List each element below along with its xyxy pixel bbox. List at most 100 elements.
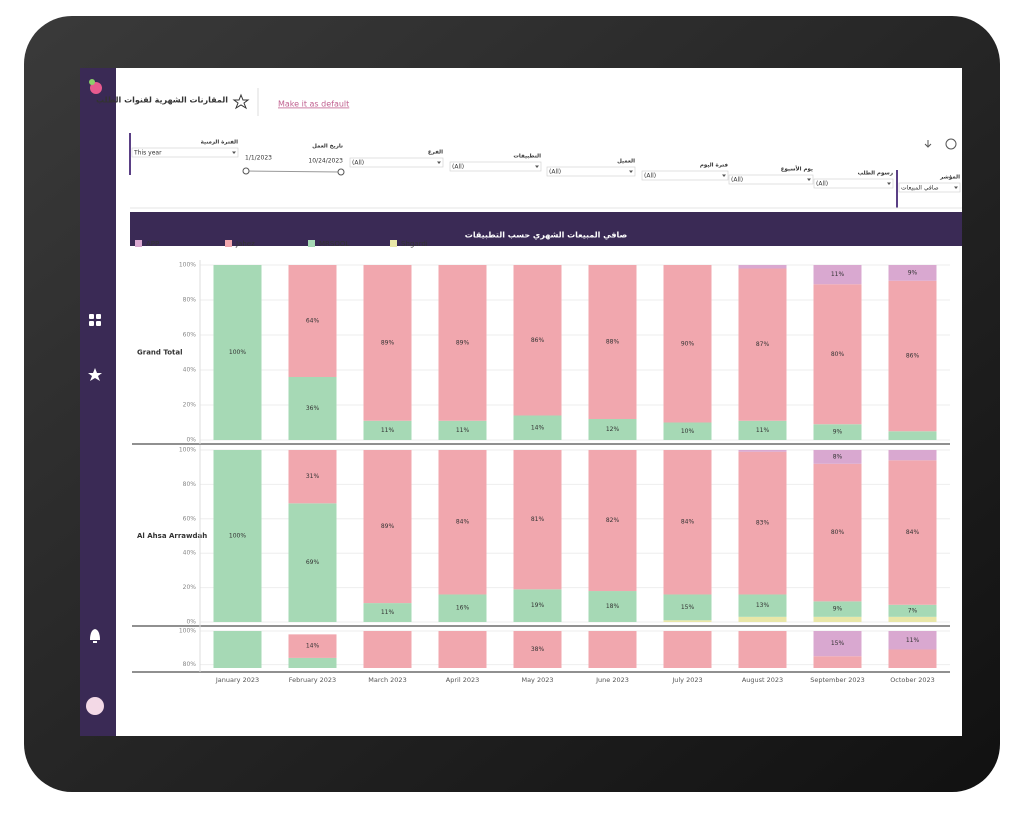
logo-leaf [89, 79, 95, 85]
logo [90, 82, 102, 94]
data-label: 11% [831, 271, 845, 278]
bar-segment [663, 631, 712, 668]
x-tick-label: September 2023 [810, 676, 865, 684]
filter-dropdown[interactable] [449, 161, 542, 172]
download-button[interactable] [924, 140, 932, 148]
bar-segment [588, 265, 637, 419]
default-link[interactable]: Make it as default [278, 100, 349, 109]
notifications-icon[interactable] [90, 629, 100, 643]
bar-segment [888, 649, 937, 668]
y-tick-label: 100% [179, 628, 196, 635]
panel-label: Al Ahsa Arrawdah [137, 532, 207, 540]
avatar[interactable] [86, 697, 104, 715]
bar-segment [363, 603, 412, 622]
bar-segment [663, 594, 712, 621]
data-label: 38% [531, 646, 545, 653]
filter-dropdown[interactable] [349, 157, 444, 168]
legend-label: APP [146, 240, 159, 248]
dashboard-icon[interactable] [89, 314, 101, 326]
bar-segment [363, 631, 412, 668]
data-label: 7% [908, 607, 918, 614]
y-tick-label: 0% [186, 619, 196, 626]
filter-label: رسوم الطلب [858, 171, 893, 177]
filter-label: الفرع [428, 150, 443, 156]
data-label: 83% [756, 520, 770, 527]
bar-segment [213, 265, 262, 440]
bar-segment [813, 631, 862, 657]
x-tick-label: March 2023 [368, 676, 406, 684]
sidebar [80, 68, 116, 736]
data-label: 84% [906, 529, 920, 536]
filter-dropdown[interactable] [728, 174, 814, 185]
filter-value: (All) [731, 177, 743, 184]
filter-dropdown[interactable] [131, 147, 239, 158]
bar-segment [738, 420, 787, 440]
bar-segment [288, 503, 337, 622]
x-tick-label: June 2023 [595, 676, 629, 684]
data-label: 89% [381, 523, 395, 530]
legend-label: MRSOOL [319, 240, 349, 248]
bar-segment [663, 620, 712, 622]
data-label: 11% [906, 637, 920, 644]
bar-segment [663, 265, 712, 423]
chart-header [130, 212, 962, 246]
legend-swatch [390, 240, 397, 247]
filter-label: يوم الأسبوع [781, 165, 813, 173]
x-tick-label: April 2023 [446, 676, 479, 684]
filter-dropdown[interactable] [641, 170, 729, 181]
filter-value: (All) [452, 164, 464, 171]
data-label: 90% [681, 340, 695, 347]
date-slider-handle[interactable] [242, 167, 250, 175]
dropdown-arrow [535, 165, 539, 168]
filter-dropdown[interactable] [898, 182, 961, 193]
data-label: 16% [456, 605, 470, 612]
bar-segment [513, 631, 562, 668]
bar-segment [813, 450, 862, 464]
data-label: 86% [906, 353, 920, 360]
favorite-star[interactable] [232, 93, 250, 110]
data-label: 80% [831, 351, 845, 358]
x-tick-label: February 2023 [289, 676, 336, 684]
bar-segment [738, 616, 787, 622]
filter-label: فترة اليوم [700, 163, 729, 169]
data-label: 11% [381, 609, 395, 616]
bar-segment [588, 591, 637, 622]
data-label: 18% [606, 603, 620, 610]
data-label: 81% [531, 516, 545, 523]
y-tick-label: 40% [183, 367, 197, 374]
bar-segment [738, 631, 787, 668]
bar-segment [438, 420, 487, 440]
y-tick-label: 60% [183, 332, 197, 339]
bar-segment [738, 594, 787, 617]
y-tick-label: 60% [183, 515, 197, 522]
bar-segment [813, 656, 862, 668]
date-slider-handle[interactable] [337, 168, 345, 176]
bar-segment [588, 419, 637, 440]
bar-segment [213, 450, 262, 622]
filter-dropdown[interactable] [546, 166, 636, 177]
favorites-icon[interactable] [88, 368, 102, 381]
data-label: 11% [456, 427, 470, 434]
y-tick-label: 20% [183, 584, 197, 591]
date-slider-track [245, 170, 342, 173]
bar-segment [213, 631, 262, 668]
info-button[interactable] [945, 138, 957, 150]
data-label: 9% [833, 429, 843, 436]
bar-segment [888, 450, 937, 461]
filter-label: العميل [617, 159, 635, 165]
dropdown-arrow [807, 178, 811, 181]
dropdown-arrow [629, 170, 633, 173]
legend-swatch [308, 240, 315, 247]
data-label: 15% [831, 640, 845, 647]
filter-dropdown[interactable] [813, 178, 894, 189]
x-tick-label: October 2023 [890, 676, 935, 684]
bar-segment [888, 460, 937, 605]
data-label: 64% [306, 318, 320, 325]
data-label: 14% [306, 643, 320, 650]
bar-segment [738, 451, 787, 595]
page-title: المقارنات الشهرية لقنوات الطلب [96, 96, 228, 105]
bar-segment [513, 415, 562, 440]
data-label: 100% [229, 533, 246, 540]
